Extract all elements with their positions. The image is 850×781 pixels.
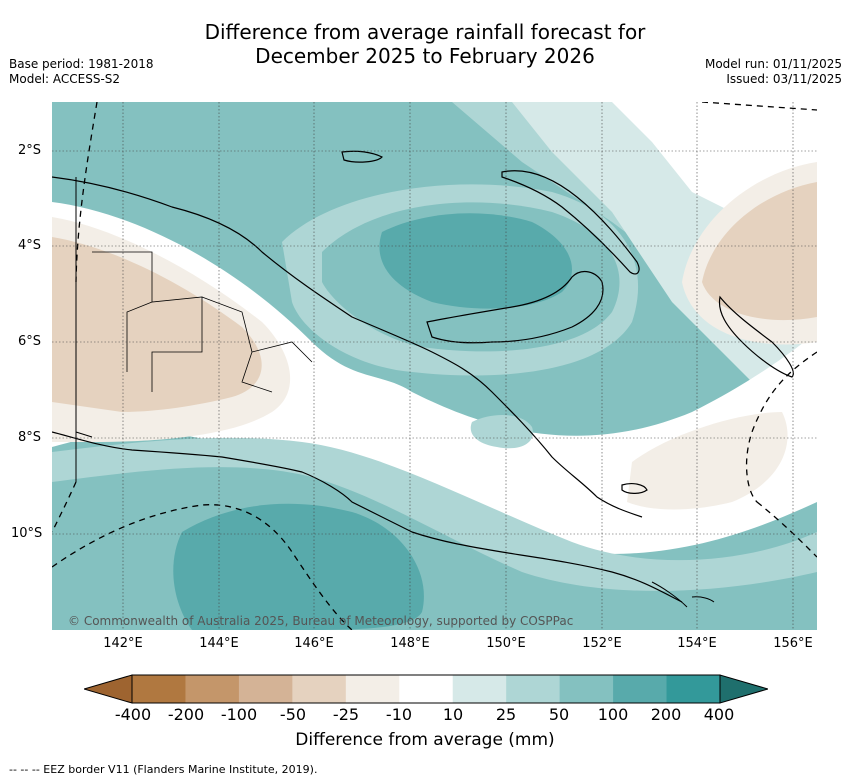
colorbar-label-neg50: -50: [279, 705, 307, 724]
colorbar-outline: [131, 674, 721, 704]
colorbar-label-neg400: -400: [114, 705, 152, 724]
lon-label-142e: 142°E: [103, 636, 143, 651]
colorbar-label-200: 200: [650, 705, 682, 724]
border-png-indonesia: [75, 177, 93, 482]
model-run: Model run: 01/11/2025: [704, 57, 842, 71]
contour-neutral-band: [52, 202, 817, 554]
map-title: Difference from average rainfall forecas…: [0, 20, 850, 68]
contour-small-wet-patch: [470, 415, 533, 449]
title-line-1: Difference from average rainfall forecas…: [204, 20, 646, 44]
colorbar-label-neg200: -200: [167, 705, 205, 724]
colorbar-label-neg10: -10: [385, 705, 413, 724]
lat-label-2s: 2°S: [18, 143, 42, 158]
lon-label-146e: 146°E: [294, 636, 334, 651]
colorbar-label-100: 100: [597, 705, 629, 724]
copyright-notice: © Commonwealth of Australia 2025, Bureau…: [68, 614, 574, 628]
lat-label-10s: 10°S: [11, 526, 43, 541]
issued-date: Issued: 03/11/2025: [726, 72, 842, 86]
rainfall-map: [52, 102, 817, 630]
colorbar-segment: [132, 675, 186, 703]
eez-legend: -- -- -- EEZ border V11 (Flanders Marine…: [9, 763, 318, 776]
colorbar-segment: [185, 675, 240, 703]
colorbar-label-10: 10: [442, 705, 464, 724]
base-period: Base period: 1981-2018: [9, 57, 154, 71]
colorbar-segment: [506, 675, 561, 703]
coastline-bougainville: [718, 295, 794, 378]
eez-border-west: [52, 102, 98, 533]
lon-label-148e: 148°E: [390, 636, 430, 651]
eez-border-east: [701, 102, 817, 558]
contour-wet-south-core: [173, 503, 424, 630]
colorbar-title: Difference from average (mm): [295, 730, 555, 750]
lat-label-4s: 4°S: [18, 238, 42, 253]
colorbar-segments: [84, 674, 768, 704]
coastline-new-guinea: [52, 176, 683, 603]
provincial-borders: [92, 251, 313, 393]
colorbar-extend-high: [719, 674, 768, 704]
lat-label-6s: 6°S: [18, 334, 42, 349]
coastline-new-ireland: [501, 170, 640, 275]
lon-label-150e: 150°E: [486, 636, 526, 651]
coastline-manus: [341, 150, 384, 163]
contour-dry-southeast: [627, 412, 788, 510]
colorbar-segment: [238, 675, 293, 703]
colorbar-extend-low: [84, 674, 133, 704]
lon-label-156e: 156°E: [773, 636, 813, 651]
colorbar-label-50: 50: [548, 705, 570, 724]
colorbar-segment: [292, 675, 347, 703]
colorbar-segment: [345, 675, 400, 703]
lon-label-144e: 144°E: [199, 636, 239, 651]
meta-left: Base period: 1981-2018 Model: ACCESS-S2: [9, 57, 154, 87]
colorbar-label-neg100: -100: [220, 705, 258, 724]
coastline-louisiades: [651, 581, 715, 608]
colorbar-segment: [666, 675, 721, 703]
lat-label-8s: 8°S: [18, 430, 42, 445]
title-line-2: December 2025 to February 2026: [255, 44, 595, 68]
model-name: Model: ACCESS-S2: [9, 72, 121, 86]
meta-right: Model run: 01/11/2025 Issued: 03/11/2025: [705, 57, 842, 87]
coastline-woodlark: [621, 483, 648, 494]
colorbar-segment: [399, 675, 454, 703]
contour-dry-east: [702, 182, 817, 321]
colorbar: [84, 674, 768, 704]
lon-label-152e: 152°E: [582, 636, 622, 651]
contour-wet-north-core: [379, 213, 572, 309]
colorbar-segment: [559, 675, 614, 703]
colorbar-segment: [613, 675, 668, 703]
contour-dry-west: [52, 237, 262, 412]
coastline-new-britain: [426, 270, 604, 344]
graticule: [52, 102, 817, 630]
colorbar-label-25: 25: [495, 705, 517, 724]
lon-label-154e: 154°E: [677, 636, 717, 651]
colorbar-segment: [452, 675, 507, 703]
colorbar-label-neg25: -25: [332, 705, 360, 724]
colorbar-label-400: 400: [703, 705, 735, 724]
